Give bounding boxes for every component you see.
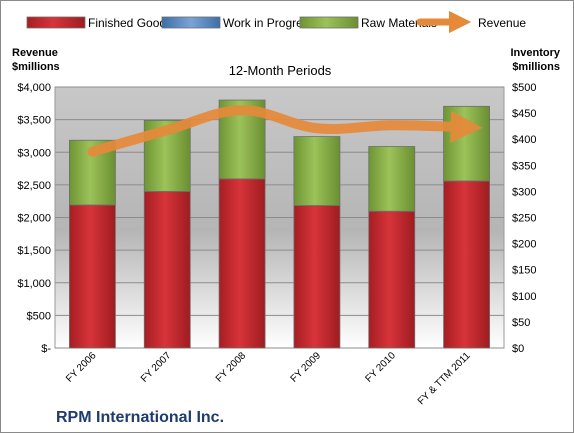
left-tick-label: $1,000 — [17, 278, 51, 290]
left-tick-label: $- — [41, 343, 51, 355]
right-tick-label: $150 — [512, 265, 536, 277]
left-tick-label: $3,000 — [17, 147, 51, 159]
legend-swatch-finished-goods — [26, 16, 86, 29]
bar-raw-materials — [443, 105, 490, 182]
left-tick-label: $3,500 — [17, 115, 51, 127]
right-tick-label: $300 — [512, 186, 536, 198]
right-tick-label: $200 — [512, 239, 536, 251]
right-tick-label: $100 — [512, 291, 536, 303]
legend: Finished Goods Work in Progress Raw Materi… — [26, 10, 526, 34]
bar-finished-goods — [368, 210, 416, 349]
legend-label-revenue: Revenue — [478, 16, 526, 30]
right-tick-label: $350 — [512, 160, 536, 172]
legend-swatch-raw-materials — [299, 16, 359, 29]
left-tick-label: $2,500 — [17, 180, 51, 192]
bar-raw-materials — [293, 136, 341, 206]
bar-finished-goods — [443, 180, 490, 349]
right-tick-label: $400 — [512, 134, 536, 146]
legend-label-work-in-progress: Work in Progress — [223, 16, 315, 30]
left-tick-label: $4,000 — [17, 82, 51, 94]
bar-raw-materials — [368, 146, 416, 212]
right-tick-label: $500 — [512, 82, 536, 94]
right-tick-label: $50 — [512, 317, 530, 329]
right-axis-title-line2: $millions — [512, 61, 560, 73]
chart-title: 12-Month Periods — [229, 63, 332, 78]
left-axis-title-line1: Revenue — [12, 47, 58, 59]
right-axis-ticks: $0 $50 $100 $150 $200 $250 $300 $350 $400 $450 $50… — [512, 82, 536, 355]
left-axis-ticks: $- $500 $1,000 $1,500 $2,000 $2,500 $3,000 $3,5… — [17, 82, 51, 355]
bar-finished-goods — [69, 204, 116, 349]
bar-finished-goods — [293, 205, 341, 349]
left-axis-title-line2: $millions — [12, 61, 60, 73]
bar-finished-goods — [143, 190, 191, 349]
left-tick-label: $2,000 — [17, 213, 51, 225]
right-tick-label: $250 — [512, 213, 536, 225]
left-tick-label: $1,500 — [17, 245, 51, 257]
right-axis-title-line1: Inventory — [510, 47, 560, 59]
right-tick-label: $0 — [512, 343, 524, 355]
legend-swatch-work-in-progress — [161, 16, 221, 29]
revenue-series-line — [87, 105, 483, 157]
legend-label-finished-goods: Finished Goods — [88, 16, 172, 30]
company-name: RPM International Inc. — [56, 409, 224, 426]
bars — [69, 99, 490, 349]
revenue-line — [87, 105, 483, 157]
left-tick-label: $500 — [27, 310, 51, 322]
bar-finished-goods — [218, 178, 266, 349]
right-tick-label: $450 — [512, 108, 536, 120]
